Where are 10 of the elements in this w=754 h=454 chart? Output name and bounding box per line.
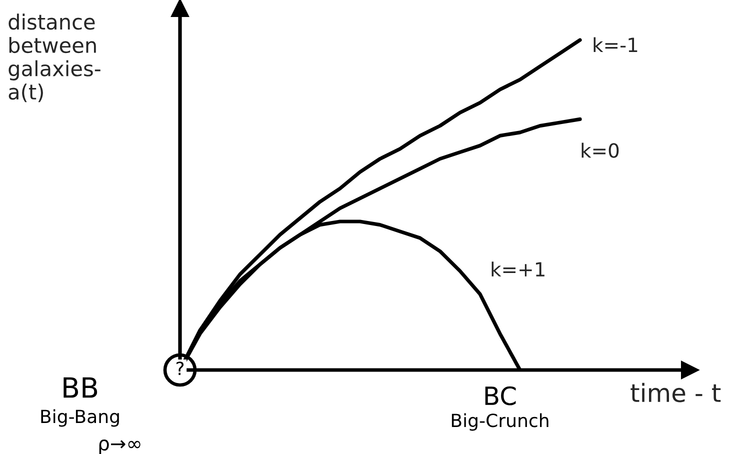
text: BB xyxy=(64,377,98,398)
series-label: k=0 xyxy=(582,142,619,158)
series-label: k=-1 xyxy=(594,37,638,52)
text: BC xyxy=(485,386,516,406)
series-label: k=+1 xyxy=(492,262,544,276)
text: Big-Crunch xyxy=(452,413,548,431)
text: ρ→∞ xyxy=(99,439,140,454)
text: Big-Bang xyxy=(41,409,119,427)
x-axis-title: time - t xyxy=(630,382,721,402)
y-axis-title: distance between galaxies- a(t) xyxy=(8,14,100,102)
